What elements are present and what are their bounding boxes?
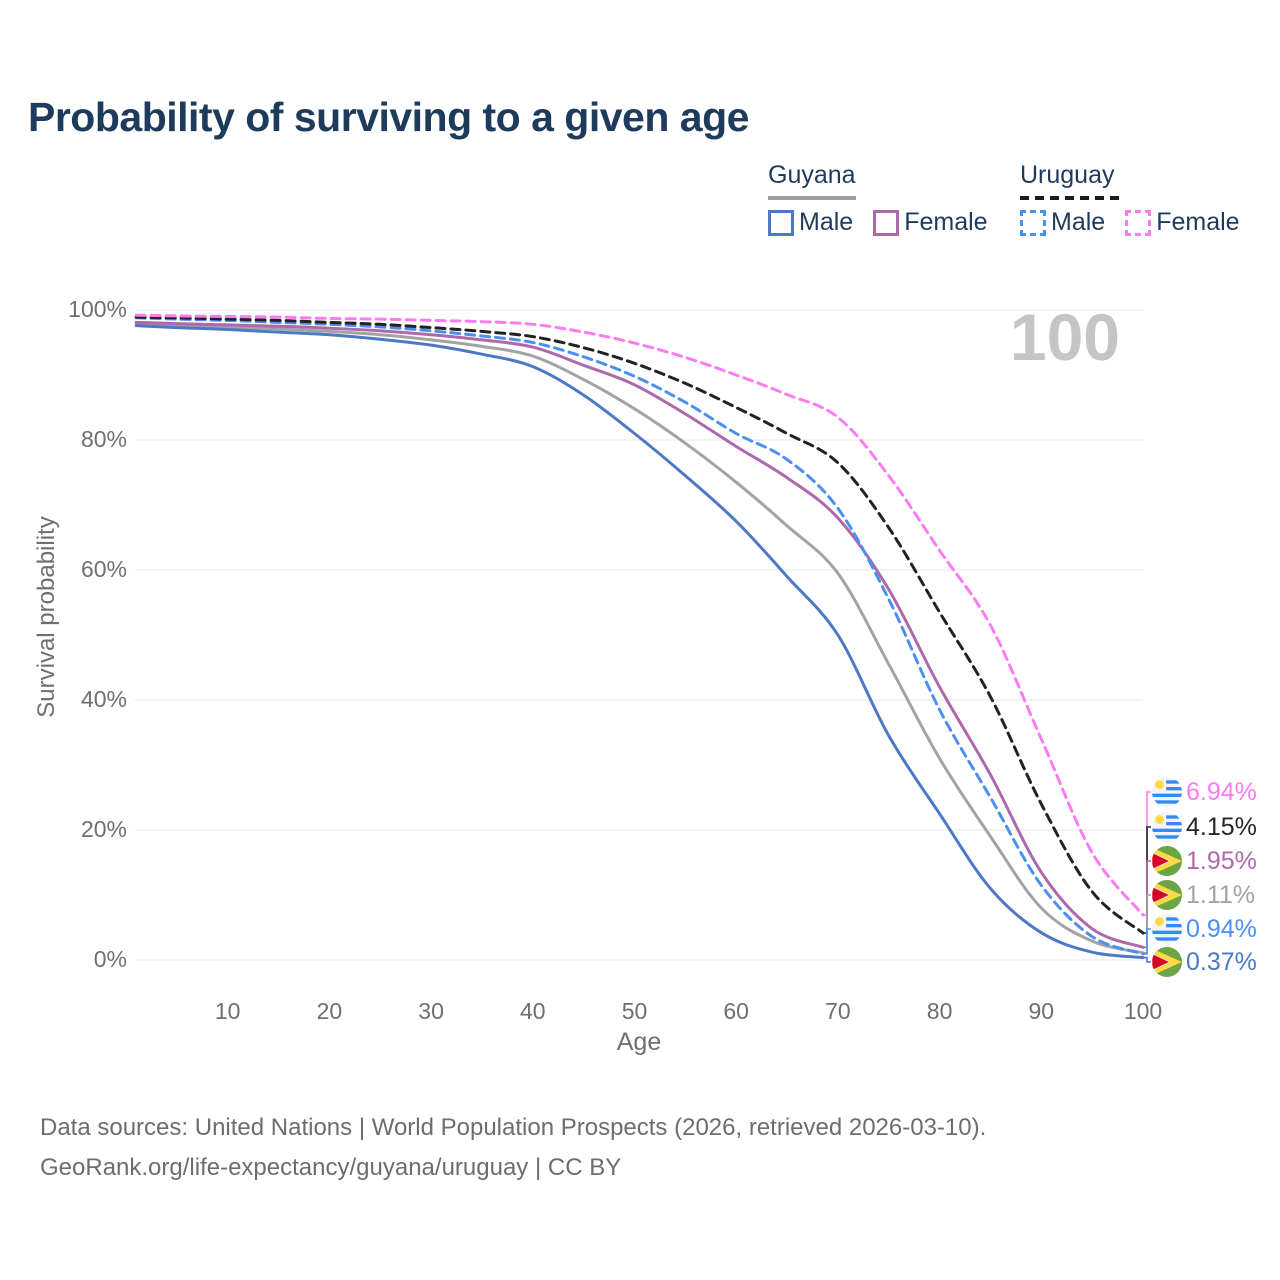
gridlines (135, 309, 1143, 961)
x-tick-label: 20 (316, 998, 343, 1024)
x-tick-label: 10 (214, 998, 241, 1024)
legend-underline-uruguay (1020, 196, 1120, 200)
x-tick-label: 90 (1028, 998, 1055, 1024)
y-tick-label: 20% (80, 816, 127, 842)
x-tick-label: 40 (520, 998, 546, 1024)
uruguay-flag-icon (1152, 777, 1182, 807)
legend-item-label: Male (799, 208, 854, 236)
y-tick-label: 60% (80, 556, 127, 582)
legend-group-guyana: Guyana Male Female (768, 161, 988, 237)
legend-item-guyana-male[interactable]: Male (768, 208, 853, 237)
x-tick-label: 50 (621, 998, 648, 1024)
end-label-connector (1144, 928, 1151, 955)
uruguay-male-swatch-icon (1020, 209, 1046, 236)
survival-curves (134, 313, 1145, 960)
uruguay-female-swatch-icon (1125, 209, 1152, 236)
y-tick-label: 40% (80, 686, 127, 712)
page-title: Probability of surviving to a given age (28, 94, 749, 140)
uruguay-flag-icon (1152, 914, 1182, 944)
end-label-connector (1144, 956, 1151, 963)
x-tick-label: 80 (926, 998, 953, 1024)
legend-item-guyana-female[interactable]: Female (873, 208, 988, 237)
end-label-uruguay-both-sexes-: 4.15% (1152, 812, 1272, 842)
end-label-connector (1144, 894, 1151, 954)
series-line-uruguay-both (134, 315, 1145, 935)
end-label-value: 1.95% (1186, 846, 1257, 875)
source-url-line: GeoRank.org/life-expectancy/guyana/urugu… (40, 1154, 622, 1181)
end-label-connectors (1144, 791, 1151, 963)
series-line-guyana-female (134, 320, 1145, 949)
age-watermark: 100 (1010, 300, 1120, 374)
end-label-value: 1.11% (1186, 880, 1256, 909)
uruguay-flag-icon (1152, 812, 1182, 842)
legend-country-guyana: Guyana (768, 161, 856, 189)
data-sources-line: Data sources: United Nations | World Pop… (40, 1114, 987, 1141)
x-tick-label: 60 (723, 998, 749, 1024)
legend-items-guyana: Male Female (768, 208, 988, 237)
end-label-uruguay-female: 6.94% (1152, 777, 1272, 807)
end-label-value: 0.37% (1186, 947, 1257, 976)
series-line-uruguay-male (134, 316, 1145, 956)
end-label-guyana-female: 1.95% (1152, 846, 1272, 876)
legend-underline-guyana (768, 196, 856, 200)
series-line-guyana-male (134, 324, 1145, 960)
legend-item-label: Female (1156, 208, 1240, 236)
x-tick-label: 100 (1123, 998, 1163, 1024)
series-line-uruguay-female (134, 313, 1145, 917)
end-label-guyana-male: 0.37% (1152, 947, 1272, 977)
end-label-uruguay-male: 0.94% (1152, 914, 1272, 944)
end-label-value: 6.94% (1186, 777, 1257, 806)
end-label-guyana-both-sexes-: 1.11% (1152, 880, 1272, 910)
end-label-value: 0.94% (1186, 914, 1257, 943)
guyana-flag-icon (1152, 846, 1182, 876)
x-tick-label: 30 (418, 998, 444, 1024)
legend-item-label: Female (904, 208, 988, 236)
guyana-male-swatch-icon (768, 209, 794, 236)
x-axis-title: Age (616, 1028, 662, 1056)
legend-items-uruguay: Male Female (1020, 208, 1240, 237)
y-axis-title: Survival probability (33, 516, 60, 718)
end-label-value: 4.15% (1186, 812, 1257, 841)
y-tick-label: 0% (93, 946, 127, 972)
series-line-guyana-both (134, 322, 1145, 955)
legend-item-uruguay-female[interactable]: Female (1125, 208, 1240, 237)
legend-group-uruguay: Uruguay Male Female (1020, 161, 1240, 237)
legend-item-uruguay-male[interactable]: Male (1020, 208, 1105, 237)
guyana-flag-icon (1152, 947, 1182, 977)
guyana-female-swatch-icon (873, 209, 900, 236)
footer-note: Data sources: United Nations | World Pop… (40, 1108, 986, 1188)
y-tick-label: 80% (80, 426, 127, 452)
x-tick-label: 70 (825, 998, 851, 1024)
legend-country-uruguay: Uruguay (1020, 161, 1115, 189)
guyana-flag-icon (1152, 880, 1182, 910)
legend-item-label: Male (1051, 208, 1106, 236)
y-tick-label: 100% (68, 296, 127, 322)
